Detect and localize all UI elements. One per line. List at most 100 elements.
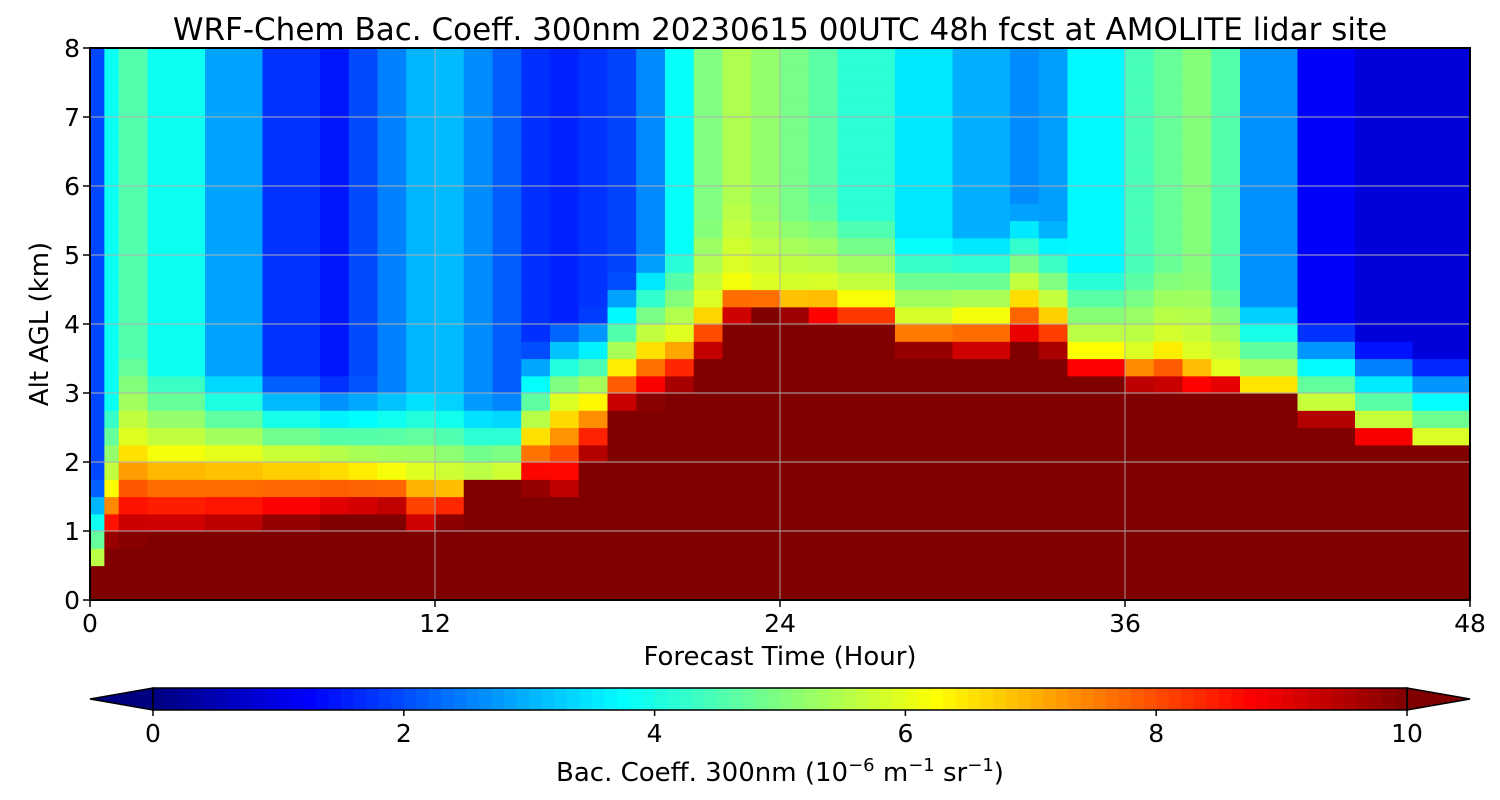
heatmap-cell xyxy=(636,48,666,66)
heatmap-cell xyxy=(1182,462,1212,480)
heatmap-cell xyxy=(550,393,580,411)
heatmap-cell xyxy=(320,358,350,377)
heatmap-cell xyxy=(463,444,494,463)
heatmap-cell xyxy=(1355,513,1414,532)
y-tick-label: 2 xyxy=(64,448,80,477)
colorbar-cell xyxy=(1018,688,1032,710)
heatmap-cell xyxy=(780,117,810,135)
heatmap-cell xyxy=(1153,272,1184,291)
heatmap-cell xyxy=(1211,134,1241,153)
heatmap-cell xyxy=(952,324,1011,342)
heatmap-cell xyxy=(1125,82,1155,101)
heatmap-cell xyxy=(808,531,839,549)
heatmap-cell xyxy=(665,48,695,66)
heatmap-cell xyxy=(1240,168,1299,187)
heatmap-cell xyxy=(1010,255,1040,273)
heatmap-cell xyxy=(1182,82,1212,101)
heatmap-cell xyxy=(1038,496,1069,515)
heatmap-cell xyxy=(521,65,551,84)
heatmap-cell xyxy=(1297,410,1356,429)
heatmap-cell xyxy=(90,548,105,567)
heatmap-cell xyxy=(377,427,407,446)
heatmap-cell xyxy=(578,65,609,84)
colorbar-cell xyxy=(742,688,756,710)
heatmap-cell xyxy=(837,410,896,429)
heatmap-cell xyxy=(104,289,120,308)
heatmap-cell xyxy=(205,134,264,153)
heatmap-cell xyxy=(492,375,522,394)
colorbar-cell xyxy=(1281,688,1295,710)
heatmap-cell xyxy=(492,462,522,480)
heatmap-cell xyxy=(693,306,724,325)
heatmap-cell xyxy=(492,237,522,256)
heatmap-cell xyxy=(665,203,695,222)
heatmap-cell xyxy=(607,48,637,66)
heatmap-cell xyxy=(665,479,695,498)
heatmap-cell xyxy=(406,82,436,101)
heatmap-cell xyxy=(406,410,436,429)
colorbar-cell xyxy=(917,688,932,710)
heatmap-cell xyxy=(895,565,954,584)
heatmap-cell xyxy=(607,168,637,187)
heatmap-cell xyxy=(1038,513,1069,532)
y-tick-label: 6 xyxy=(64,172,80,201)
colorbar-cell xyxy=(479,688,493,710)
heatmap-cell xyxy=(1355,65,1414,84)
heatmap-cell xyxy=(1067,444,1126,463)
heatmap-cell xyxy=(463,272,494,291)
colorbar-cell xyxy=(968,688,982,710)
heatmap-cell xyxy=(463,99,494,118)
heatmap-cell xyxy=(837,513,896,532)
heatmap-cell xyxy=(1067,168,1126,187)
heatmap-cell xyxy=(636,427,666,446)
heatmap-cell xyxy=(1067,48,1126,66)
heatmap-cell xyxy=(1240,462,1299,480)
heatmap-cell xyxy=(521,548,551,567)
heatmap-cell xyxy=(90,255,105,273)
heatmap-cell xyxy=(607,65,637,84)
heatmap-cell xyxy=(147,513,206,532)
colorbar-cell xyxy=(1080,688,1095,710)
colorbar-cell xyxy=(1331,688,1345,710)
heatmap-cell xyxy=(895,272,954,291)
heatmap-cell xyxy=(1211,375,1241,394)
heatmap-cell xyxy=(1297,565,1356,584)
colorbar-cell xyxy=(353,688,367,710)
heatmap-cell xyxy=(1067,203,1126,222)
heatmap-cell xyxy=(665,151,695,170)
colorbar-cell xyxy=(1055,688,1070,710)
heatmap-cell xyxy=(1067,427,1126,446)
heatmap-cell xyxy=(636,237,666,256)
heatmap-cell xyxy=(607,479,637,498)
heatmap-cell xyxy=(1010,548,1040,567)
heatmap-cell xyxy=(1297,272,1356,291)
heatmap-cell xyxy=(1038,99,1069,118)
heatmap-cell xyxy=(1038,134,1069,153)
heatmap-cell xyxy=(665,496,695,515)
heatmap-cell xyxy=(118,134,149,153)
heatmap-cell xyxy=(348,255,379,273)
heatmap-cell xyxy=(751,82,781,101)
heatmap-cell xyxy=(205,479,264,498)
heatmap-cell xyxy=(578,393,609,411)
heatmap-cell xyxy=(320,341,350,360)
heatmap-cell xyxy=(837,272,896,291)
heatmap-cell xyxy=(435,513,465,532)
heatmap-cell xyxy=(147,48,206,66)
heatmap-cell xyxy=(1211,237,1241,256)
heatmap-cell xyxy=(607,375,637,394)
heatmap-cell xyxy=(578,565,609,584)
heatmap-cell xyxy=(118,168,149,187)
heatmap-cell xyxy=(147,444,206,463)
heatmap-cell xyxy=(320,306,350,325)
colorbar-cell xyxy=(880,688,894,710)
heatmap-cell xyxy=(147,393,206,411)
heatmap-cell xyxy=(837,341,896,360)
heatmap-cell xyxy=(952,582,1011,601)
heatmap-cell xyxy=(1211,548,1241,567)
heatmap-cell xyxy=(1038,168,1069,187)
heatmap-cell xyxy=(722,479,752,498)
heatmap-cell xyxy=(751,151,781,170)
heatmap-cell xyxy=(435,168,465,187)
heatmap-cell xyxy=(1297,99,1356,118)
